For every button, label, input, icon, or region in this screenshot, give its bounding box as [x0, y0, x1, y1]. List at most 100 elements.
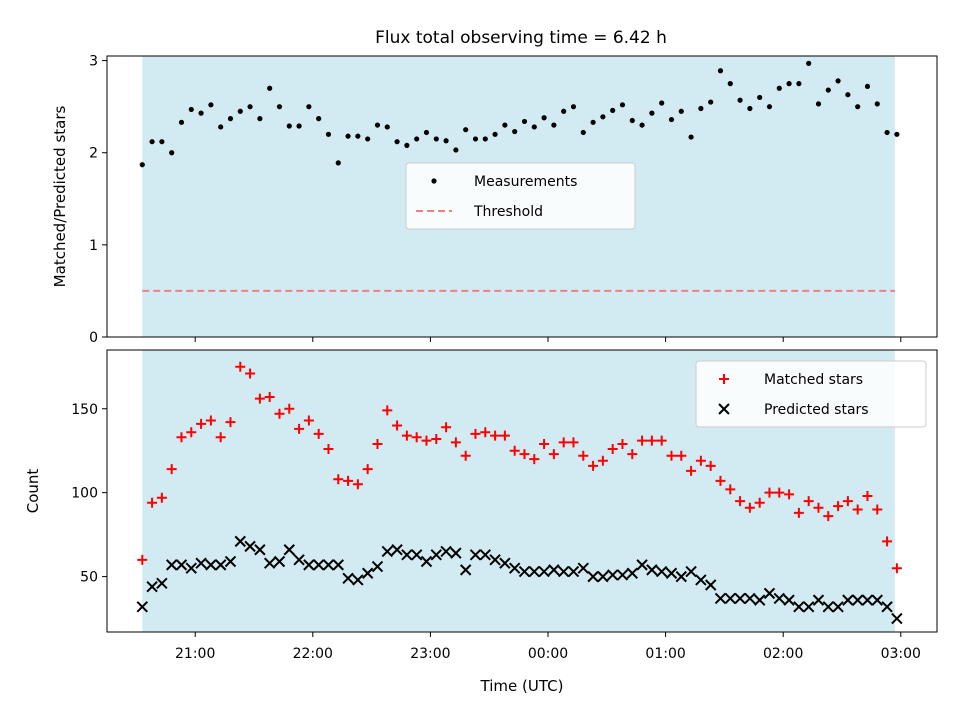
measurement-point [688, 134, 694, 140]
predicted-star-point [744, 592, 756, 605]
predicted-star-point [254, 544, 266, 556]
measurement-point [855, 104, 861, 110]
measurement-point [316, 116, 322, 122]
measurement-point [521, 118, 528, 125]
star-count-panel: 50 100 150 21:00 22:00 23:00 00:00 01:00 02:00 03… [24, 349, 938, 695]
measurement-point [551, 122, 557, 128]
predicted-star-point [440, 545, 452, 558]
legend-box [405, 162, 636, 230]
y-tick-label: 150 [71, 402, 98, 418]
predicted-star-point [361, 567, 374, 579]
matched-star-point [597, 455, 608, 466]
measurement-point [296, 123, 302, 129]
predicted-star-point [587, 570, 599, 583]
legend-label: Threshold [473, 204, 543, 220]
measurement-point [639, 122, 645, 128]
predicted-star-point [763, 587, 776, 600]
legend: Measurements Threshold [405, 162, 636, 230]
matched-star-point [225, 417, 236, 428]
predicted-star-point [646, 564, 658, 576]
matched-star-point [568, 437, 579, 448]
predicted-star-point [489, 554, 501, 566]
matched-star-point [588, 460, 599, 471]
measurement-point [619, 102, 626, 108]
matched-star-point [401, 430, 412, 441]
predicted-star-point [734, 592, 746, 605]
measurement-point [629, 117, 635, 124]
predicted-star-point [812, 594, 825, 606]
predicted-star-point [342, 572, 354, 584]
measurement-point [394, 139, 400, 145]
measurement-point [325, 131, 332, 137]
measurement-point [335, 160, 341, 166]
matched-star-point [823, 511, 834, 522]
predicted-star-point [832, 601, 844, 613]
measurement-point [815, 101, 822, 107]
matched-star-point [166, 464, 177, 475]
measurement-point [306, 104, 312, 110]
measurement-point [796, 81, 802, 87]
matched-star-point [784, 489, 795, 500]
matched-star-point [558, 437, 569, 448]
matched-star-point [460, 450, 471, 461]
matched-star-point [205, 415, 216, 426]
matched-star-point [705, 460, 716, 471]
matched-star-point [372, 439, 383, 449]
matched-star-point [578, 450, 589, 461]
predicted-star-point [773, 592, 785, 605]
matched-star-point [539, 439, 550, 449]
matched-star-point [499, 430, 510, 441]
predicted-star-point [871, 594, 883, 606]
measurement-point [884, 129, 890, 136]
predicted-star-point [528, 565, 540, 578]
measurement-point [659, 100, 665, 106]
matched-star-point [607, 444, 618, 455]
measurement-point [139, 162, 145, 168]
predicted-star-point [479, 549, 491, 561]
matched-star-point [754, 497, 765, 508]
predicted-star-point [783, 594, 795, 606]
measurement-point [806, 60, 812, 66]
predicted-star-point [185, 562, 197, 574]
measurement-point [845, 92, 851, 98]
matched-star-point [176, 432, 187, 443]
measurement-point [374, 122, 381, 128]
measurement-point [717, 68, 724, 74]
predicted-star-point [303, 559, 315, 571]
predicted-star-point [636, 559, 648, 571]
measurement-point [747, 105, 753, 112]
matched-star-point [637, 435, 648, 446]
matched-star-point [725, 484, 736, 495]
matched-star-point [441, 422, 452, 433]
matched-star-point [137, 554, 148, 565]
predicted-star-point [459, 564, 472, 576]
measurement-point [345, 133, 351, 139]
matched-star-point [793, 507, 804, 518]
predicted-star-point [420, 555, 433, 568]
predicted-star-point [352, 574, 364, 586]
measurement-point [443, 138, 449, 144]
matched-star-point [686, 465, 697, 476]
measurement-point [531, 124, 537, 130]
measurement-point [678, 108, 684, 114]
matched-star-point [764, 487, 775, 498]
predicted-star-point [283, 544, 295, 556]
legend-marker [718, 403, 730, 415]
measurement-point [766, 104, 773, 110]
measurement-point [404, 142, 410, 148]
matched-star-point [313, 428, 324, 439]
matched-star-point [196, 418, 207, 429]
predicted-star-point [381, 545, 393, 558]
predicted-star-point [606, 569, 619, 581]
matched-star-point [156, 492, 167, 503]
measurement-point [257, 116, 263, 122]
matched-star-point [362, 464, 373, 475]
legend-label: Measurements [474, 174, 577, 190]
predicted-star-point [685, 565, 697, 578]
legend-marker [431, 178, 437, 184]
predicted-star-point [273, 555, 286, 568]
predicted-star-point [577, 562, 589, 574]
matched-star-point [147, 497, 158, 508]
measurement-point [482, 136, 488, 142]
